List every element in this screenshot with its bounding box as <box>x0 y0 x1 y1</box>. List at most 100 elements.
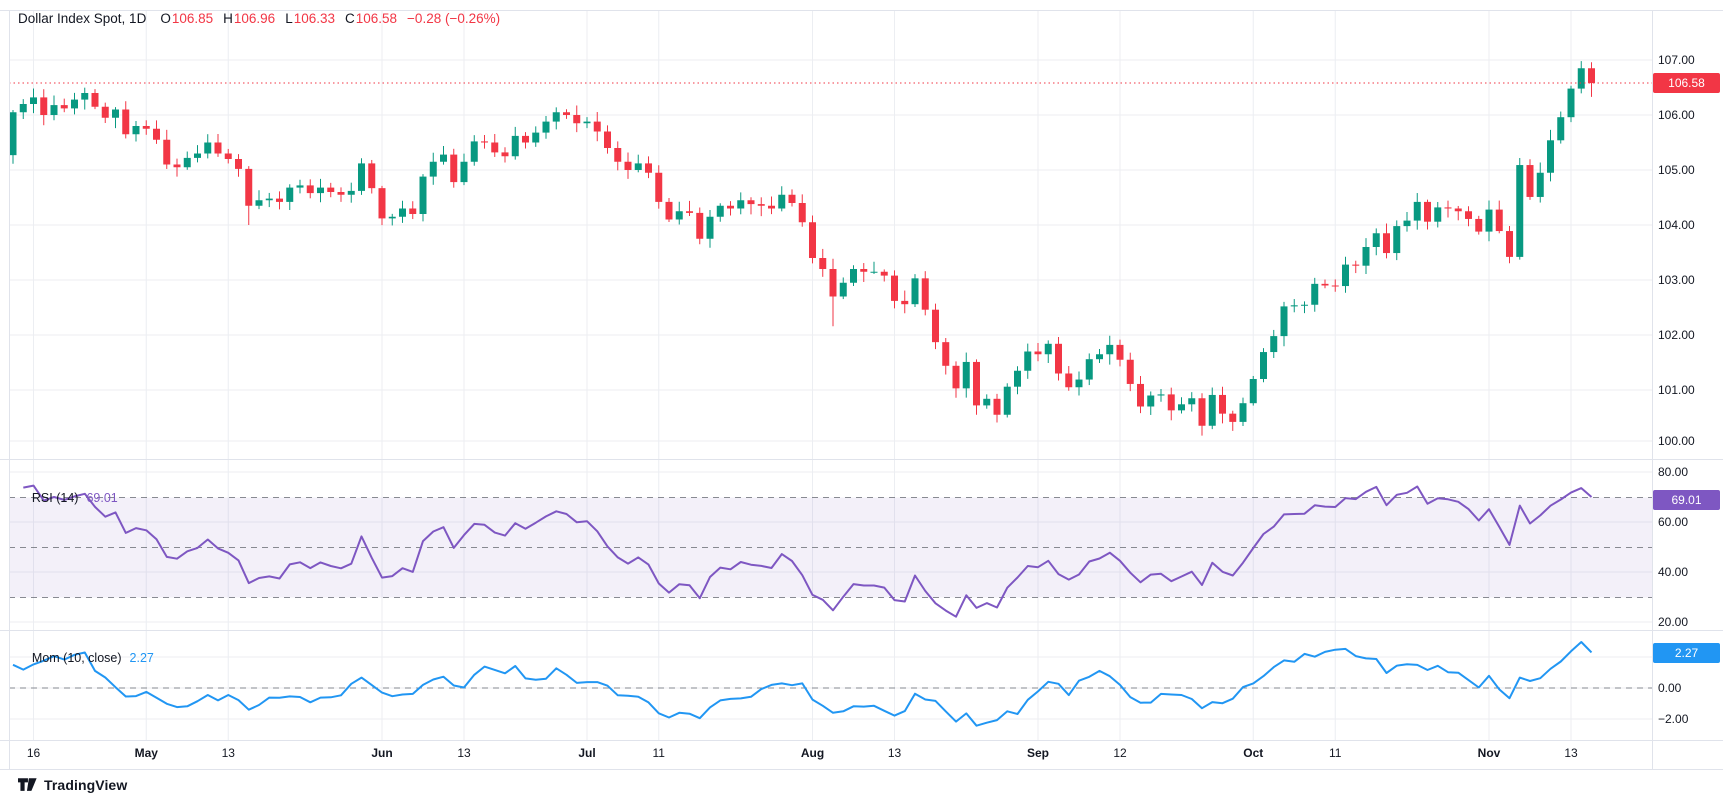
candle-body <box>286 187 294 202</box>
candle-body <box>952 365 960 389</box>
candle-body <box>542 121 550 133</box>
candle-body <box>696 212 704 239</box>
candle-body <box>235 159 242 169</box>
candle-body <box>860 269 868 272</box>
price-axis-label: 102.00 <box>1658 328 1695 342</box>
candle-body <box>1147 395 1155 407</box>
candle-body <box>1270 336 1278 353</box>
candle-body <box>675 211 683 220</box>
candle-body <box>9 112 17 156</box>
candle-body <box>122 109 130 135</box>
candle-body <box>747 200 755 205</box>
price-axis-label: 104.00 <box>1658 218 1695 232</box>
candle-body <box>60 105 68 109</box>
rsi-label: RSI (14) <box>31 491 79 505</box>
candle-body <box>71 99 78 109</box>
candle-body <box>1342 264 1349 287</box>
candle-body <box>552 112 560 122</box>
pane-separator-rsi[interactable] <box>0 459 1723 460</box>
candle-body <box>1372 233 1380 247</box>
candle-body <box>624 161 632 170</box>
candle-body <box>255 200 263 206</box>
rsi-legend[interactable]: RSI (14) 69.01 <box>18 477 118 519</box>
symbol-title: Dollar Index Spot, 1D <box>18 11 147 26</box>
candle-body <box>665 201 673 220</box>
candle-body <box>194 153 201 158</box>
change-value: −0.28 (−0.26%) <box>407 11 501 26</box>
candle-body <box>1219 394 1226 414</box>
price-axis-border <box>1652 10 1653 769</box>
candle-body <box>153 128 160 140</box>
candle-body <box>1506 231 1513 257</box>
candle-body <box>327 187 335 192</box>
candle-body <box>1577 68 1585 89</box>
indicator-axis-label: 0.00 <box>1658 681 1682 695</box>
price-axis-label: 105.00 <box>1658 163 1695 177</box>
candle-body <box>1383 233 1390 254</box>
candle-body <box>932 309 939 343</box>
candle-body <box>1003 386 1011 415</box>
candle-body <box>481 141 488 143</box>
candle-body <box>1065 373 1073 388</box>
candle-body <box>1301 304 1308 306</box>
chart-left-border <box>9 10 10 769</box>
candle-body <box>573 115 581 124</box>
candle-body <box>460 161 468 183</box>
momentum-value-box: 2.27 <box>1653 643 1720 663</box>
candle-body <box>1557 117 1565 141</box>
candle-body <box>245 168 253 206</box>
time-axis-label: 11 <box>652 746 665 760</box>
candle-body <box>429 161 437 177</box>
candle-body <box>921 278 929 310</box>
candle-body <box>214 142 222 154</box>
candle-body <box>1331 285 1339 287</box>
candle-body <box>347 190 355 195</box>
candle-body <box>1536 172 1544 197</box>
candle-body <box>1239 403 1247 422</box>
candle-body <box>306 185 314 194</box>
candle-body <box>1485 209 1493 232</box>
candle-body <box>40 97 48 115</box>
candle-body <box>1137 383 1144 407</box>
time-axis-label: 13 <box>1564 746 1578 760</box>
time-axis-label: 16 <box>26 746 41 760</box>
candle-body <box>962 361 970 389</box>
candle-body <box>1526 165 1534 197</box>
candle-body <box>1444 207 1452 209</box>
candle-body <box>1393 226 1401 254</box>
candle-body <box>604 131 611 148</box>
candle-body <box>91 93 99 107</box>
footer-divider <box>0 769 1723 770</box>
candle-body <box>1014 370 1021 387</box>
pane-separator-momentum[interactable] <box>0 630 1723 631</box>
candle-body <box>296 185 304 188</box>
candle-body <box>265 198 273 201</box>
candle-body <box>101 106 109 118</box>
time-axis-label: 13 <box>221 746 235 760</box>
momentum-label: Mom (10, close) <box>31 651 122 665</box>
candle-body <box>798 203 806 223</box>
tradingview-attribution[interactable]: TradingView <box>18 777 127 793</box>
candle-body <box>224 153 232 159</box>
open-value: 106.85 <box>171 11 214 26</box>
candle-body <box>1096 354 1103 360</box>
price-axis-label: 101.00 <box>1658 383 1695 397</box>
rsi-value-box: 69.01 <box>1653 490 1720 510</box>
candle-body <box>583 121 591 124</box>
momentum-legend[interactable]: Mom (10, close) 2.27 <box>18 637 154 679</box>
candle-body <box>388 216 396 219</box>
high-letter: H <box>223 11 233 26</box>
candle-body <box>30 97 37 104</box>
candle-body <box>757 204 765 206</box>
time-axis-label: 13 <box>887 746 902 760</box>
candle-body <box>788 194 796 203</box>
candle-body <box>1434 207 1442 222</box>
candle-body <box>1321 283 1329 286</box>
candle-body <box>911 278 919 305</box>
candle-body <box>716 205 724 217</box>
momentum-value: 2.27 <box>129 651 154 665</box>
candle-body <box>727 205 734 209</box>
close-letter: C <box>345 11 355 26</box>
